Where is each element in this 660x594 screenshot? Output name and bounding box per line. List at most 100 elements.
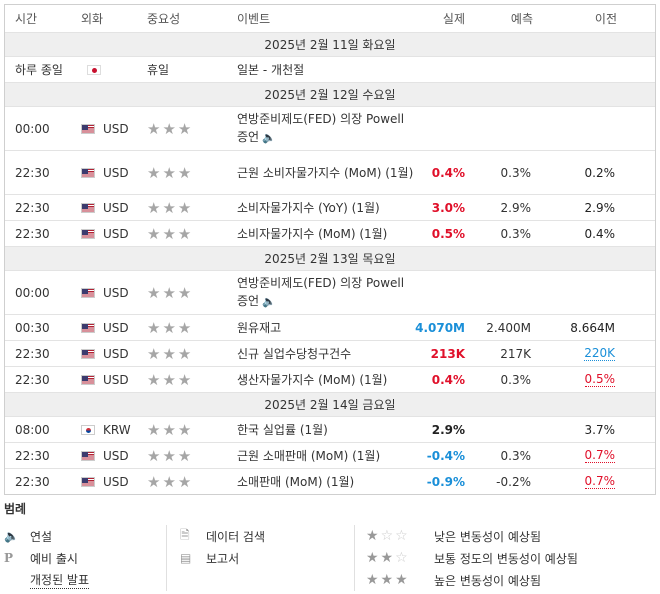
currency-code: USD bbox=[103, 226, 129, 241]
currency-cell: USD bbox=[81, 195, 129, 220]
forecast-value: -0.2% bbox=[496, 474, 531, 489]
table-row[interactable]: 22:30 USD ★★★ 소비자물가지수 (MoM) (1월) 0.5% 0.… bbox=[5, 220, 655, 246]
currency-cell: KRW bbox=[81, 417, 131, 442]
legend-high-label: 높은 변동성이 예상됨 bbox=[434, 573, 541, 588]
importance-stars: ★★★ bbox=[147, 472, 194, 491]
us-flag-icon bbox=[81, 322, 95, 333]
us-flag-icon bbox=[81, 202, 95, 213]
legend-preliminary-label: 예비 출시 bbox=[30, 551, 78, 566]
actual-value: 4.070M bbox=[415, 320, 465, 335]
currency-cell: USD bbox=[81, 151, 129, 194]
event-name[interactable]: 생산자물가지수 (MoM) (1월) bbox=[237, 372, 388, 387]
legend-column-3: ★☆☆ 낮은 변동성이 예상됨 ★★☆ 보통 정도의 변동성이 예상됨 ★★★ … bbox=[366, 525, 578, 591]
currency-code: USD bbox=[103, 320, 129, 335]
event-name[interactable]: 소매판매 (MoM) (1월) bbox=[237, 474, 355, 489]
legend-data-search: 🗎 데이터 검색 bbox=[180, 525, 265, 547]
us-flag-icon bbox=[81, 123, 95, 134]
currency-cell: USD bbox=[81, 271, 129, 314]
speaker-icon: 🔈 bbox=[4, 529, 19, 543]
currency-cell: USD bbox=[81, 107, 129, 150]
table-row[interactable]: 22:30 USD ★★★ 소매판매 (MoM) (1월) -0.9% -0.2… bbox=[5, 468, 655, 494]
previous-value-revised[interactable]: 0.7% bbox=[584, 474, 615, 489]
table-row[interactable]: 00:00 USD ★★★ 연방준비제도(FED) 의장 Powell 증언 🔈 bbox=[5, 106, 655, 150]
previous-value-revised[interactable]: 0.7% bbox=[584, 448, 615, 463]
time-cell: 08:00 bbox=[15, 422, 50, 437]
forecast-value: 2.400M bbox=[486, 320, 531, 335]
time-cell: 22:30 bbox=[15, 474, 50, 489]
date-label: 2025년 2월 14일 금요일 bbox=[264, 398, 396, 412]
event-name[interactable]: 소비자물가지수 (YoY) (1월) bbox=[237, 200, 380, 215]
event-name[interactable]: 신규 실업수당청구건수 bbox=[237, 346, 352, 361]
legend: 범례 🔈 연설 P 예비 출시 개정된 발표 🗎 데이터 검색 ▤ 보고서 ★☆… bbox=[4, 500, 656, 591]
date-row: 2025년 2월 13일 목요일 bbox=[5, 246, 655, 270]
event-name[interactable]: 한국 실업률 (1월) bbox=[237, 422, 328, 437]
legend-column-2: 🗎 데이터 검색 ▤ 보고서 bbox=[180, 525, 265, 569]
header-importance: 중요성 bbox=[147, 12, 181, 26]
date-row: 2025년 2월 11일 화요일 bbox=[5, 32, 655, 56]
date-row: 2025년 2월 14일 금요일 bbox=[5, 392, 655, 416]
currency-cell: USD bbox=[81, 221, 129, 246]
importance-stars: ★★★ bbox=[147, 318, 194, 337]
importance-stars: ★★★ bbox=[147, 163, 194, 182]
legend-preliminary: P 예비 출시 bbox=[4, 547, 89, 569]
table-row[interactable]: 22:30 USD ★★★ 생산자물가지수 (MoM) (1월) 0.4% 0.… bbox=[5, 366, 655, 392]
table-row[interactable]: 하루 종일 휴일 일본 - 개천절 bbox=[5, 56, 655, 82]
economic-calendar-table: 시간 외화 중요성 이벤트 실제 예측 이전 2025년 2월 11일 화요일 … bbox=[4, 4, 656, 495]
legend-divider bbox=[354, 525, 355, 591]
event-name: 연방준비제도(FED) 의장 Powell 증언 bbox=[237, 276, 405, 308]
time-cell: 00:30 bbox=[15, 320, 50, 335]
event-name[interactable]: 원유재고 bbox=[237, 320, 282, 335]
table-row[interactable]: 22:30 USD ★★★ 근원 소매판매 (MoM) (1월) -0.4% 0… bbox=[5, 442, 655, 468]
us-flag-icon bbox=[81, 228, 95, 239]
importance-stars: ★★★ bbox=[147, 283, 194, 302]
currency-code: USD bbox=[103, 121, 129, 136]
event-name[interactable]: 소비자물가지수 (MoM) (1월) bbox=[237, 226, 388, 241]
forecast-value: 217K bbox=[500, 346, 531, 361]
header-forecast: 예측 bbox=[510, 12, 533, 26]
table-row[interactable]: 08:00 KRW ★★★ 한국 실업률 (1월) 2.9% 3.7% bbox=[5, 416, 655, 442]
legend-high: ★★★ 높은 변동성이 예상됨 bbox=[366, 569, 578, 591]
table-row[interactable]: 00:00 USD ★★★ 연방준비제도(FED) 의장 Powell 증언 🔈 bbox=[5, 270, 655, 314]
importance-stars: ★★★ bbox=[147, 198, 194, 217]
table-row[interactable]: 22:30 USD ★★★ 소비자물가지수 (YoY) (1월) 3.0% 2.… bbox=[5, 194, 655, 220]
time-cell: 22:30 bbox=[15, 200, 50, 215]
legend-medium: ★★☆ 보통 정도의 변동성이 예상됨 bbox=[366, 547, 578, 569]
event-name[interactable]: 근원 소비자물가지수 (MoM) (1월) bbox=[237, 165, 414, 180]
header-actual: 실제 bbox=[442, 12, 465, 26]
preliminary-icon: P bbox=[4, 551, 14, 565]
previous-value: 8.664M bbox=[570, 320, 615, 335]
time-cell: 하루 종일 bbox=[15, 63, 63, 77]
currency-cell: USD bbox=[81, 367, 129, 392]
forecast-value: 0.3% bbox=[500, 165, 532, 180]
currency-code: USD bbox=[103, 285, 129, 300]
time-cell: 00:00 bbox=[15, 121, 50, 136]
legend-speech: 🔈 연설 bbox=[4, 525, 89, 547]
table-row[interactable]: 22:30 USD ★★★ 신규 실업수당청구건수 213K 217K 220K bbox=[5, 340, 655, 366]
time-cell: 22:30 bbox=[15, 346, 50, 361]
previous-value-revised[interactable]: 220K bbox=[584, 346, 615, 361]
header-time: 시간 bbox=[15, 12, 38, 26]
table-row[interactable]: 00:30 USD ★★★ 원유재고 4.070M 2.400M 8.664M bbox=[5, 314, 655, 340]
date-label: 2025년 2월 11일 화요일 bbox=[264, 38, 396, 52]
time-cell: 22:30 bbox=[15, 372, 50, 387]
currency-code: USD bbox=[103, 448, 129, 463]
currency-code: KRW bbox=[103, 422, 131, 437]
previous-value-cell: 0.5% bbox=[584, 367, 615, 392]
time-cell: 22:30 bbox=[15, 448, 50, 463]
importance-stars: ★★★ bbox=[147, 446, 194, 465]
time-cell: 00:00 bbox=[15, 285, 50, 300]
table-header: 시간 외화 중요성 이벤트 실제 예측 이전 bbox=[5, 5, 655, 32]
us-flag-icon bbox=[81, 287, 95, 298]
event-name[interactable]: 근원 소매판매 (MoM) (1월) bbox=[237, 448, 381, 463]
date-label: 2025년 2월 12일 수요일 bbox=[264, 88, 396, 102]
event-cell[interactable]: 연방준비제도(FED) 의장 Powell 증언 🔈 bbox=[237, 107, 417, 150]
previous-value-cell: 0.7% bbox=[584, 469, 615, 494]
table-row[interactable]: 22:30 USD ★★★ 근원 소비자물가지수 (MoM) (1월) 0.4%… bbox=[5, 150, 655, 194]
date-row: 2025년 2월 12일 수요일 bbox=[5, 82, 655, 106]
actual-value: -0.4% bbox=[426, 448, 465, 463]
importance-cell: 휴일 bbox=[147, 63, 170, 77]
event-cell: 일본 - 개천절 bbox=[237, 62, 305, 77]
event-cell[interactable]: 연방준비제도(FED) 의장 Powell 증언 🔈 bbox=[237, 271, 417, 314]
previous-value-cell: 0.7% bbox=[584, 443, 615, 468]
previous-value-revised[interactable]: 0.5% bbox=[584, 372, 615, 387]
